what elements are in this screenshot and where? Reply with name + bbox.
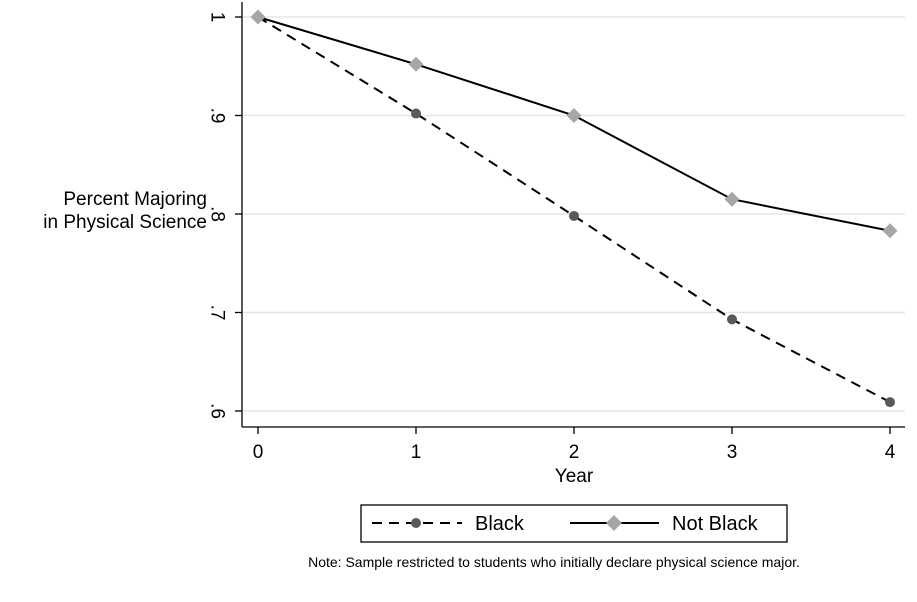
point-not-black: [250, 9, 266, 25]
series-line-black: [257, 16, 891, 404]
legend-not-black-label: Not Black: [672, 513, 759, 535]
x-tick-label: 3: [727, 442, 738, 463]
y-tick-label: .6: [207, 403, 228, 419]
y-tick-label: .7: [207, 305, 228, 321]
x-tick-label: 4: [885, 442, 896, 463]
y-tick-label: 1: [207, 12, 228, 23]
point-black: [885, 397, 895, 408]
legend-black-marker: [411, 518, 421, 528]
y-axis-label-line-1: Percent Majoring: [63, 189, 207, 210]
point-not-black: [566, 108, 582, 123]
x-tick-label: 0: [253, 442, 264, 463]
point-black: [727, 314, 737, 325]
y-tick-label: .8: [207, 206, 228, 222]
y-tick-label: .9: [207, 108, 228, 124]
series-layer: [250, 9, 898, 408]
point-black: [569, 210, 579, 221]
chart-note: Note: Sample restricted to students who …: [308, 554, 800, 570]
point-not-black: [882, 223, 898, 239]
point-black: [411, 108, 421, 119]
x-tick-label: 2: [569, 442, 580, 463]
x-tick-label: 1: [411, 442, 422, 463]
x-axis-label: Year: [555, 466, 594, 487]
point-not-black: [408, 56, 424, 72]
point-not-black: [724, 191, 740, 207]
legend-black-label: Black: [475, 513, 525, 535]
labels-layer: Percent Majoring in Physical Science Yea…: [43, 189, 800, 570]
legend: Black Not Black: [360, 504, 788, 543]
series-line-not-black: [257, 16, 891, 232]
legend-not-black-marker: [606, 515, 622, 531]
y-axis-label-line-2: in Physical Science: [43, 212, 207, 233]
axes-layer: 1 .9 .8 .7 .6 0 1 2 3 4: [207, 2, 905, 463]
